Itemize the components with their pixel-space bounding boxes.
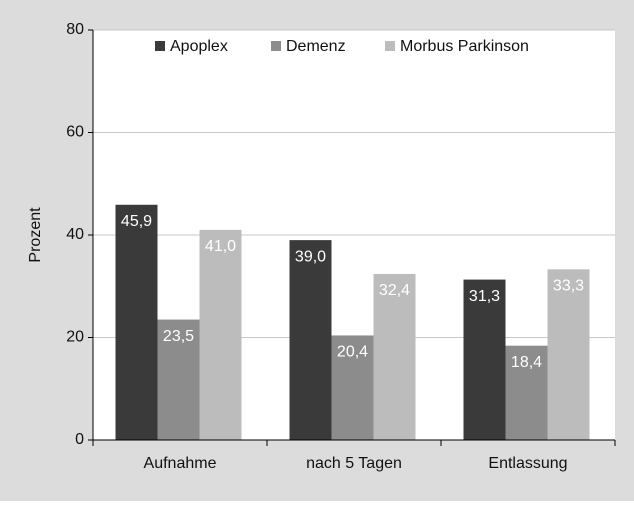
legend-swatch (155, 41, 165, 51)
data-label: 41,0 (205, 238, 236, 255)
bar (463, 279, 506, 440)
y-axis-label: Prozent (27, 207, 44, 263)
bar (157, 319, 200, 440)
x-tick-label: Aufnahme (144, 455, 217, 472)
data-label: 18,4 (511, 354, 542, 371)
data-label: 32,4 (379, 282, 410, 299)
y-tick-label: 0 (75, 431, 84, 448)
data-label: 23,5 (163, 328, 194, 345)
y-tick-label: 40 (66, 226, 84, 243)
x-tick-label: nach 5 Tagen (306, 455, 402, 472)
data-label: 45,9 (121, 213, 152, 230)
bar (199, 229, 242, 440)
bar (373, 273, 416, 440)
data-label: 31,3 (469, 288, 500, 305)
legend-swatch (271, 41, 281, 51)
bar (505, 345, 548, 440)
bar (115, 204, 158, 440)
data-label: 33,3 (553, 278, 584, 295)
data-label: 20,4 (337, 344, 368, 361)
legend-swatch (385, 41, 395, 51)
bar (289, 240, 332, 440)
y-tick-label: 60 (66, 124, 84, 141)
legend-label: Apoplex (170, 38, 228, 55)
legend-label: Demenz (286, 38, 346, 55)
data-label: 39,0 (295, 248, 326, 265)
legend-label: Morbus Parkinson (400, 38, 529, 55)
bar (547, 269, 590, 440)
x-tick-label: Entlassung (488, 455, 567, 472)
bar (331, 335, 374, 440)
y-tick-label: 20 (66, 329, 84, 346)
y-tick-label: 80 (66, 21, 84, 38)
